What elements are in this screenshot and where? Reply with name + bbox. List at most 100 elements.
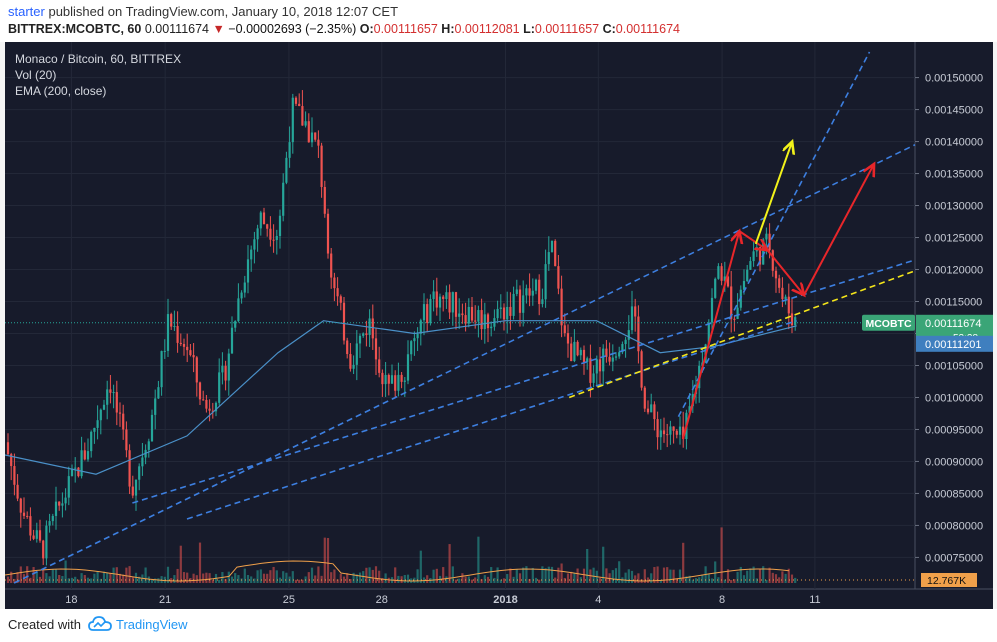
time-tick-label: 8	[719, 594, 725, 606]
volume-bar	[774, 574, 778, 583]
candle-body	[422, 304, 426, 321]
candle-body	[550, 240, 554, 253]
volume-bar	[365, 567, 368, 583]
volume-bar	[573, 573, 576, 583]
volume-bar	[378, 570, 381, 583]
candle-body	[720, 266, 723, 281]
volume-bar	[118, 573, 122, 583]
candle-body	[710, 297, 714, 323]
candle-body	[163, 350, 166, 352]
volume-bar	[723, 579, 726, 583]
volume-bar	[54, 569, 58, 583]
candle-body	[234, 321, 237, 328]
volume-bar	[176, 568, 179, 583]
volume-bar	[650, 573, 653, 583]
candle-body	[442, 296, 445, 299]
volume-bar	[653, 567, 656, 583]
volume-bar	[566, 573, 570, 583]
low-value: 0.00111657	[534, 22, 600, 36]
high-value: 0.00112081	[454, 22, 520, 36]
candle-body	[490, 326, 493, 329]
candle-body	[672, 426, 675, 431]
volume-bar	[58, 574, 61, 583]
candle-body	[304, 121, 307, 126]
volume-bar	[42, 570, 45, 583]
candle-body	[627, 330, 630, 340]
candle-body	[182, 344, 186, 347]
candle-body	[464, 315, 467, 324]
volume-bar	[278, 577, 282, 583]
volume-bar	[346, 573, 349, 583]
candle-body	[758, 247, 762, 265]
volume-bar	[726, 569, 730, 583]
tradingview-logo[interactable]: TradingView	[88, 615, 188, 633]
volume-bar	[666, 567, 669, 583]
volume-bar	[403, 575, 406, 583]
volume-bar	[352, 572, 355, 583]
candle-body	[86, 451, 90, 460]
volume-bar	[77, 579, 80, 583]
candle-body	[486, 314, 490, 329]
ema-indicator-label[interactable]: EMA (200, close)	[15, 84, 106, 98]
candle-body	[336, 288, 339, 297]
volume-bar	[371, 569, 374, 583]
volume-bar	[755, 578, 758, 583]
high-label: H:	[441, 22, 455, 36]
candle-body	[547, 252, 550, 265]
price-tick-label: 0.00095000	[925, 424, 983, 436]
volume-indicator-label[interactable]: Vol (20)	[15, 68, 56, 82]
candle-body	[477, 310, 480, 322]
volume-bar	[525, 566, 528, 583]
last-price-label: 0.00111674	[925, 318, 981, 330]
volume-bar	[333, 569, 336, 583]
candle-body	[675, 430, 678, 435]
candle-body	[560, 288, 563, 326]
candle-body	[32, 535, 35, 539]
time-tick-label: 2018	[493, 594, 517, 606]
candle-body	[451, 292, 454, 313]
volume-bar	[109, 573, 112, 583]
volume-bar	[202, 573, 205, 583]
candle-body	[445, 292, 448, 299]
trendline-yellow	[568, 270, 916, 399]
volume-bar	[150, 579, 154, 583]
volume-bar	[413, 577, 416, 583]
volume-bar	[323, 537, 326, 583]
volume-bar	[506, 573, 509, 583]
candle-body	[557, 266, 560, 289]
chart-container[interactable]: 0.00150000 0.00145000 0.00140000 0.00135000…	[4, 42, 993, 609]
volume-bar	[480, 579, 483, 583]
candle-body	[736, 307, 739, 320]
volume-bar	[448, 544, 451, 583]
candle-body	[13, 466, 16, 485]
price-chart[interactable]: 0.00150000 0.00145000 0.00140000 0.00135000…	[4, 42, 993, 609]
candle-body	[787, 296, 790, 314]
volume-bar	[102, 571, 106, 583]
volume-bar	[310, 567, 314, 583]
candle-body	[771, 250, 774, 271]
candle-body	[285, 157, 288, 183]
volume-ma-label: 12.767K	[927, 575, 966, 587]
candle-body	[166, 314, 170, 351]
candle-body	[646, 408, 650, 413]
candle-body	[429, 299, 432, 323]
candle-body	[333, 277, 336, 289]
candle-body	[410, 341, 413, 355]
candle-body	[397, 374, 400, 391]
author-link[interactable]: starter	[8, 4, 45, 19]
grid	[5, 42, 915, 589]
candle-body	[58, 501, 61, 506]
volume-bar	[682, 542, 685, 583]
candle-body	[640, 351, 643, 388]
volume-bar	[522, 567, 525, 583]
volume-bar	[358, 572, 362, 583]
candle-body	[403, 380, 406, 382]
volume-bar	[614, 568, 618, 583]
volume-bar	[461, 573, 464, 583]
candle-body	[752, 251, 755, 262]
volume-bar	[624, 572, 627, 583]
volume-bar	[394, 567, 397, 583]
volume-bar	[144, 567, 147, 583]
volume-bar	[762, 566, 765, 583]
volume-bar	[285, 572, 288, 583]
